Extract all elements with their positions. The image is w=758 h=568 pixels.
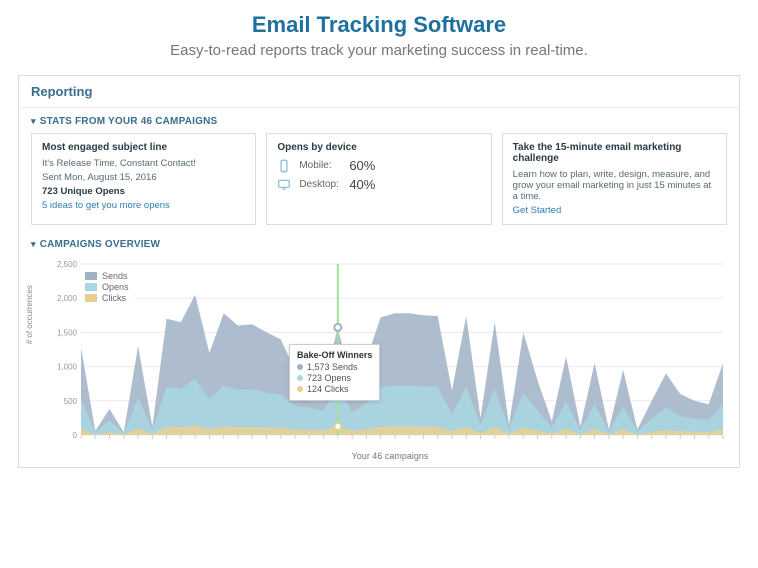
desktop-icon [277,178,291,192]
tooltip-row: 124 Clicks [297,384,372,394]
chevron-down-icon: ▾ [31,239,36,250]
legend-item[interactable]: Sends [85,271,129,281]
mobile-icon [277,159,291,173]
overview-section-label: CAMPAIGNS OVERVIEW [40,239,160,250]
tooltip-dot [297,364,303,370]
campaigns-chart-container: # of occurrences 0 500 1,000 1,500 2,000 2,50… [19,256,739,467]
card-challenge-body: Learn how to plan, write, design, measur… [513,169,716,202]
tooltip-value: 1,573 Sends [307,362,358,372]
card-subject-heading: Most engaged subject line [42,142,245,153]
legend-swatch [85,272,97,280]
legend-swatch [85,294,97,302]
card-subject-line1: It's Release Time, Constant Contact! [42,158,245,169]
tooltip-value: 124 Clicks [307,384,349,394]
tooltip-dot [297,375,303,381]
card-device-heading: Opens by device [277,142,480,153]
mobile-label: Mobile: [299,160,341,171]
card-challenge-heading: Take the 15-minute email marketing chall… [513,142,716,164]
legend-label: Clicks [102,293,126,303]
chart-x-axis-label: Your 46 campaigns [53,451,727,461]
reporting-panel: Reporting ▾STATS FROM YOUR 46 CAMPAIGNS … [18,75,740,468]
svg-text:0: 0 [73,431,78,440]
tooltip-row: 723 Opens [297,373,372,383]
tooltip-value: 723 Opens [307,373,351,383]
card-subject-line: Most engaged subject line It's Release T… [31,133,256,225]
card-subject-opens: 723 Unique Opens [42,186,245,197]
page-title: Email Tracking Software [0,12,758,38]
overview-section-toggle[interactable]: ▾ CAMPAIGNS OVERVIEW [19,231,739,256]
legend-item[interactable]: Opens [85,282,129,292]
chart-legend: SendsOpensClicks [79,266,135,308]
svg-text:500: 500 [64,397,78,406]
card-challenge-link[interactable]: Get Started [513,205,562,216]
legend-label: Sends [102,271,128,281]
svg-text:1,500: 1,500 [57,328,78,337]
desktop-percent: 40% [349,177,375,192]
stats-section-toggle[interactable]: ▾ STATS FROM YOUR 46 CAMPAIGNS [19,108,739,133]
card-challenge: Take the 15-minute email marketing chall… [502,133,727,225]
legend-label: Opens [102,282,129,292]
campaigns-area-chart[interactable]: 0 500 1,000 1,500 2,000 2,500 [53,258,729,453]
chart-y-axis-label: # of occurrences [25,285,34,344]
page-subtitle: Easy-to-read reports track your marketin… [0,42,758,59]
legend-item[interactable]: Clicks [85,293,129,303]
legend-swatch [85,283,97,291]
svg-text:2,500: 2,500 [57,260,78,269]
svg-text:1,000: 1,000 [57,363,78,372]
desktop-label: Desktop: [299,179,341,190]
tooltip-title: Bake-Off Winners [297,350,372,360]
chart-tooltip: Bake-Off Winners 1,573 Sends723 Opens124… [289,344,380,401]
svg-text:2,000: 2,000 [57,294,78,303]
stats-section-label: STATS FROM YOUR 46 CAMPAIGNS [40,116,218,127]
card-subject-sent: Sent Mon, August 15, 2016 [42,172,245,183]
chevron-down-icon: ▾ [31,116,36,127]
panel-title: Reporting [19,76,739,108]
card-opens-by-device: Opens by device Mobile: 60% Desktop: 40% [266,133,491,225]
mobile-percent: 60% [349,158,375,173]
tooltip-dot [297,386,303,392]
card-subject-link[interactable]: 5 ideas to get you more opens [42,200,170,211]
tooltip-row: 1,573 Sends [297,362,372,372]
